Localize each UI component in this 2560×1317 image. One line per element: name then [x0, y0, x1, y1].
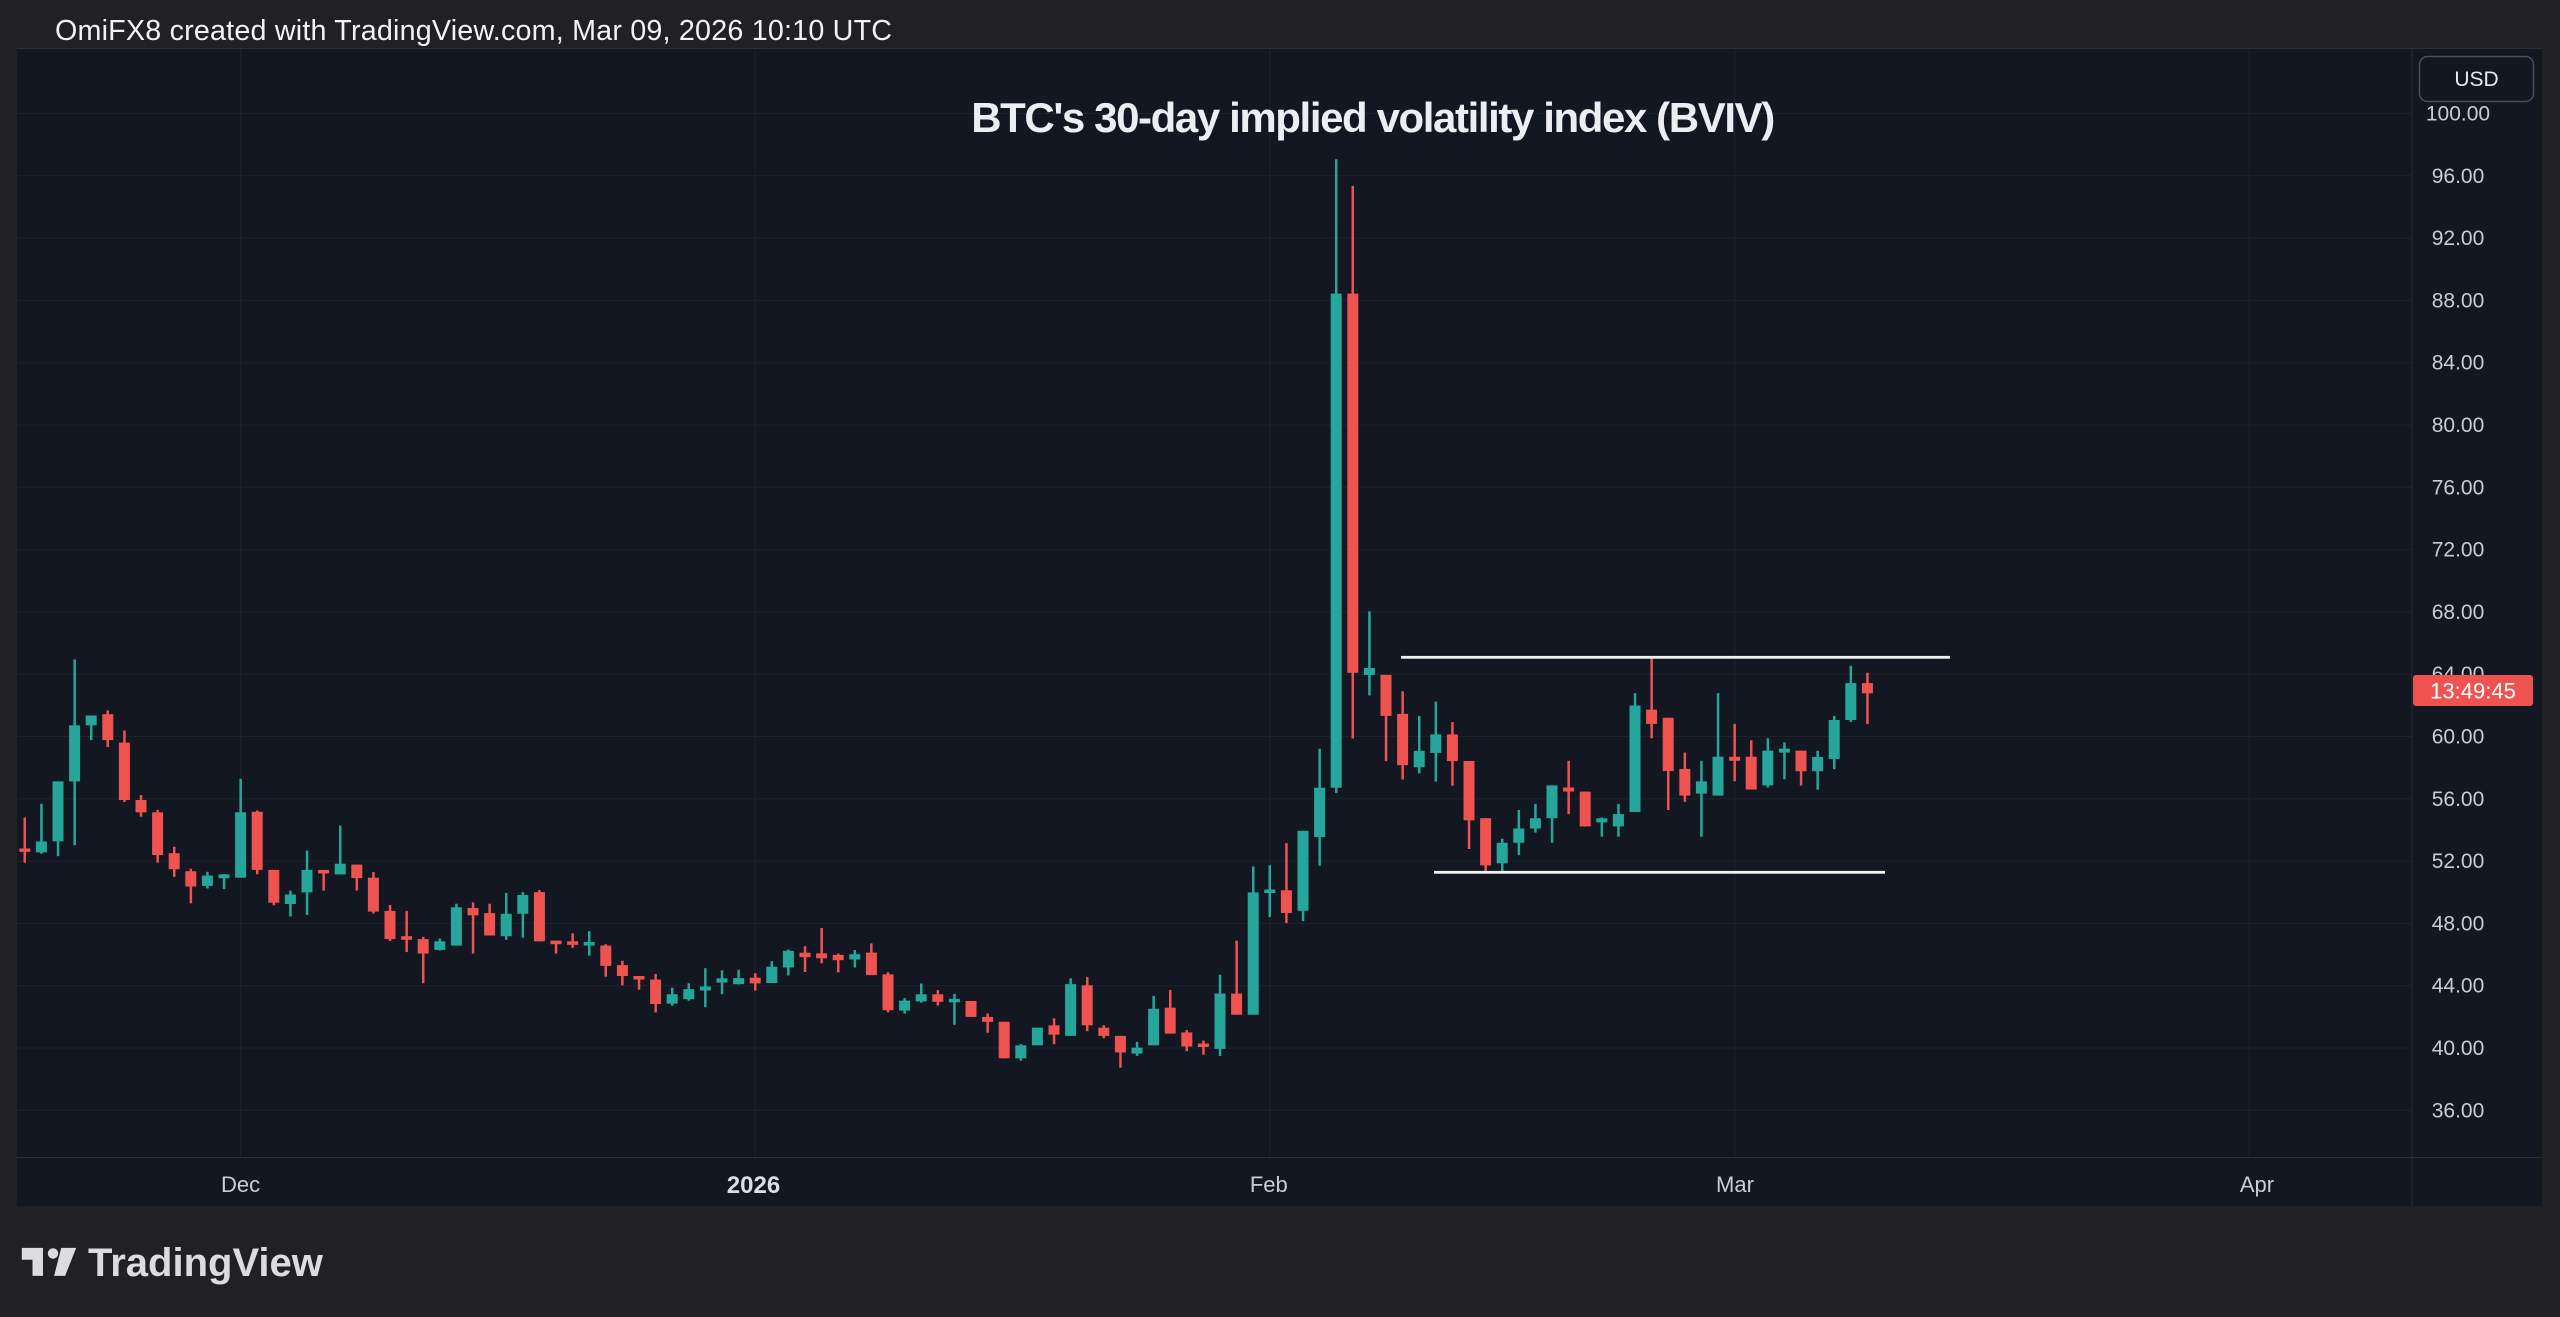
- svg-text:40.00: 40.00: [2432, 1037, 2485, 1060]
- svg-text:44.00: 44.00: [2432, 975, 2485, 998]
- svg-text:TradingView: TradingView: [88, 1244, 324, 1285]
- svg-text:Apr: Apr: [2240, 1172, 2274, 1197]
- svg-text:USD: USD: [2454, 68, 2498, 91]
- svg-text:100.00: 100.00: [2426, 103, 2490, 126]
- svg-text:76.00: 76.00: [2432, 476, 2485, 499]
- svg-text:Dec: Dec: [221, 1172, 260, 1197]
- svg-text:68.00: 68.00: [2432, 601, 2485, 624]
- svg-text:52.00: 52.00: [2432, 850, 2485, 873]
- svg-text:Mar: Mar: [1716, 1172, 1754, 1197]
- svg-text:60.00: 60.00: [2432, 726, 2485, 749]
- svg-text:13:49:45: 13:49:45: [2430, 679, 2516, 704]
- svg-text:36.00: 36.00: [2432, 1099, 2485, 1122]
- svg-text:Feb: Feb: [1250, 1172, 1288, 1197]
- svg-text:92.00: 92.00: [2432, 227, 2485, 250]
- svg-text:56.00: 56.00: [2432, 788, 2485, 811]
- svg-text:48.00: 48.00: [2432, 912, 2485, 935]
- svg-text:72.00: 72.00: [2432, 539, 2485, 562]
- svg-text:2026: 2026: [727, 1172, 780, 1199]
- svg-text:84.00: 84.00: [2432, 352, 2485, 375]
- svg-text:88.00: 88.00: [2432, 289, 2485, 312]
- svg-text:96.00: 96.00: [2432, 165, 2485, 188]
- svg-text:80.00: 80.00: [2432, 414, 2485, 437]
- svg-text:BTC's 30-day implied volatilit: BTC's 30-day implied volatility index (B…: [971, 94, 1774, 141]
